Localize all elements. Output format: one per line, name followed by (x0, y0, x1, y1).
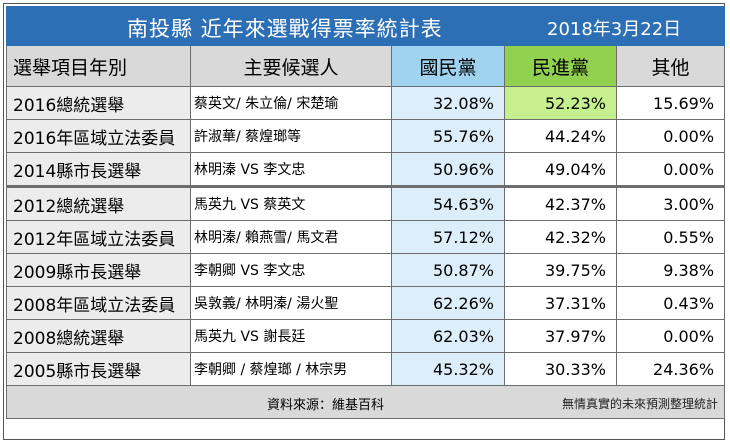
kmt-share: 57.12% (391, 220, 505, 254)
kmt-share: 55.76% (391, 119, 505, 153)
dpp-share: 44.24% (504, 119, 617, 153)
table-row: 2016總統選舉 蔡英文/ 朱立倫/ 宋楚瑜 32.08% 52.23% 15.… (6, 86, 726, 120)
dpp-share: 37.31% (504, 286, 617, 320)
candidates-cell: 馬英九 VS 謝長廷 (190, 319, 392, 353)
candidates-cell: 蔡英文/ 朱立倫/ 宋楚瑜 (190, 86, 392, 120)
election-item: 2008總統選舉 (6, 319, 191, 353)
dpp-share: 42.37% (504, 185, 617, 221)
kmt-share: 45.32% (391, 352, 505, 386)
other-share: 0.00% (615, 119, 726, 153)
election-item: 2012年區域立法委員 (6, 220, 191, 254)
dpp-share: 30.33% (504, 352, 617, 386)
other-share: 15.69% (615, 86, 726, 120)
footer-bar: 資料來源：維基百科 無情真實的未來預測整理統計 (5, 385, 726, 419)
candidates-cell: 李朝卿 / 蔡煌瑯 / 林宗男 (190, 352, 392, 386)
kmt-share: 62.03% (391, 319, 505, 353)
election-item: 2012總統選舉 (6, 185, 191, 221)
candidates-cell: 林明溱 VS 李文忠 (190, 152, 392, 187)
footer-note: 無情真實的未來預測整理統計 (562, 397, 719, 411)
election-item: 2005縣市長選舉 (6, 352, 191, 386)
table-date: 2018年3月22日 (547, 19, 682, 40)
dpp-share: 42.32% (504, 220, 617, 254)
dpp-share: 49.04% (504, 152, 617, 187)
other-share: 24.36% (615, 352, 726, 386)
candidates-cell: 馬英九 VS 蔡英文 (190, 185, 392, 221)
dpp-share: 39.75% (504, 253, 617, 287)
table-row: 2009縣市長選舉 李朝卿 VS 李文忠 50.87% 39.75% 9.38% (6, 253, 726, 287)
table-row: 2005縣市長選舉 李朝卿 / 蔡煌瑯 / 林宗男 45.32% 30.33% … (6, 352, 726, 386)
kmt-share: 62.26% (391, 286, 505, 320)
header-dpp: 民進黨 (504, 45, 617, 87)
header-candidates: 主要候選人 (190, 45, 392, 87)
kmt-share: 54.63% (391, 185, 505, 221)
other-share: 0.00% (615, 319, 726, 353)
title-row: 南投縣 近年來選戰得票率統計表 2018年3月22日 (5, 6, 726, 46)
table-title: 南投縣 近年來選戰得票率統計表 (127, 17, 443, 41)
table-row: 2016年區域立法委員 許淑華/ 蔡煌瑯等 55.76% 44.24% 0.00… (6, 119, 726, 153)
table-row: 2014縣市長選舉 林明溱 VS 李文忠 50.96% 49.04% 0.00% (6, 152, 726, 187)
election-item: 2014縣市長選舉 (6, 152, 191, 187)
candidates-cell: 吳敦義/ 林明溱/ 湯火聖 (190, 286, 392, 320)
candidates-cell: 林明溱/ 賴燕雪/ 馬文君 (190, 220, 392, 254)
candidates-cell: 李朝卿 VS 李文忠 (190, 253, 392, 287)
other-share: 9.38% (615, 253, 726, 287)
kmt-share: 50.96% (391, 152, 505, 187)
other-share: 0.55% (615, 220, 726, 254)
dpp-share: 37.97% (504, 319, 617, 353)
election-item: 2016總統選舉 (6, 86, 191, 120)
kmt-share: 32.08% (391, 86, 505, 120)
other-share: 0.00% (615, 152, 726, 187)
election-item: 2009縣市長選舉 (6, 253, 191, 287)
header-kmt: 國民黨 (391, 45, 505, 87)
election-stats-table: 南投縣 近年來選戰得票率統計表 2018年3月22日 選舉項目年別 主要候選人 … (5, 6, 726, 419)
other-share: 0.43% (615, 286, 726, 320)
table-row: 2008年區域立法委員 吳敦義/ 林明溱/ 湯火聖 62.26% 37.31% … (6, 286, 726, 320)
title-bar: 南投縣 近年來選戰得票率統計表 2018年3月22日 (5, 6, 726, 46)
header-other: 其他 (615, 45, 726, 87)
table-row: 2012總統選舉 馬英九 VS 蔡英文 54.63% 42.37% 3.00% (6, 185, 726, 221)
data-source: 資料來源：維基百科 (267, 398, 385, 413)
election-item: 2016年區域立法委員 (6, 119, 191, 153)
other-share: 3.00% (615, 185, 726, 221)
kmt-share: 50.87% (391, 253, 505, 287)
election-item: 2008年區域立法委員 (6, 286, 191, 320)
footer-row: 資料來源：維基百科 無情真實的未來預測整理統計 (5, 385, 726, 419)
header-row: 選舉項目年別 主要候選人 國民黨 民進黨 其他 (6, 45, 726, 87)
header-item: 選舉項目年別 (6, 45, 191, 87)
table-row: 2008總統選舉 馬英九 VS 謝長廷 62.03% 37.97% 0.00% (6, 319, 726, 353)
candidates-cell: 許淑華/ 蔡煌瑯等 (190, 119, 392, 153)
table-row: 2012年區域立法委員 林明溱/ 賴燕雪/ 馬文君 57.12% 42.32% … (6, 220, 726, 254)
dpp-share: 52.23% (504, 86, 617, 120)
